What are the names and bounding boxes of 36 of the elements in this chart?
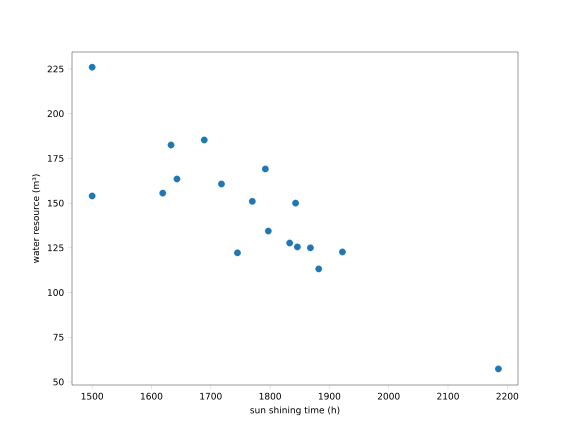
y-tick-label: 150: [48, 200, 64, 207]
point: [174, 176, 180, 182]
point: [159, 190, 166, 197]
point: [292, 200, 299, 207]
x-tick-label: 1800: [260, 392, 281, 400]
x-axis-title: sun shining time (h): [250, 406, 340, 416]
x-tick-label: 2100: [437, 392, 459, 400]
y-tick-label: 100: [48, 289, 64, 296]
y-tick-label: 75: [53, 334, 64, 341]
point: [88, 192, 96, 200]
y-tick-label: 125: [48, 244, 64, 252]
y-axis-title: water resource (m³): [32, 174, 40, 263]
point: [286, 240, 294, 246]
point: [218, 180, 225, 188]
point: [315, 266, 322, 272]
y-tick-label: 50: [53, 378, 64, 386]
point: [264, 228, 272, 234]
point: [262, 166, 269, 172]
y-tick-label: 175: [48, 155, 64, 162]
point: [200, 136, 208, 144]
point: [495, 366, 502, 372]
x-tick-label: 2000: [378, 392, 400, 400]
y-tick-label: 200: [48, 110, 64, 118]
point: [294, 244, 301, 250]
point: [339, 248, 346, 256]
x-tick-label: 2200: [496, 392, 518, 400]
point: [307, 244, 314, 252]
x-tick-label: 1600: [141, 392, 162, 400]
y-tick-label: 225: [48, 66, 64, 72]
x-tick-label: 1900: [318, 392, 340, 400]
x-tick-label: 1500: [82, 392, 104, 400]
point: [88, 64, 96, 71]
point: [168, 142, 174, 148]
point: [234, 249, 241, 256]
x-tick-label: 1700: [200, 392, 222, 400]
point: [248, 198, 256, 205]
